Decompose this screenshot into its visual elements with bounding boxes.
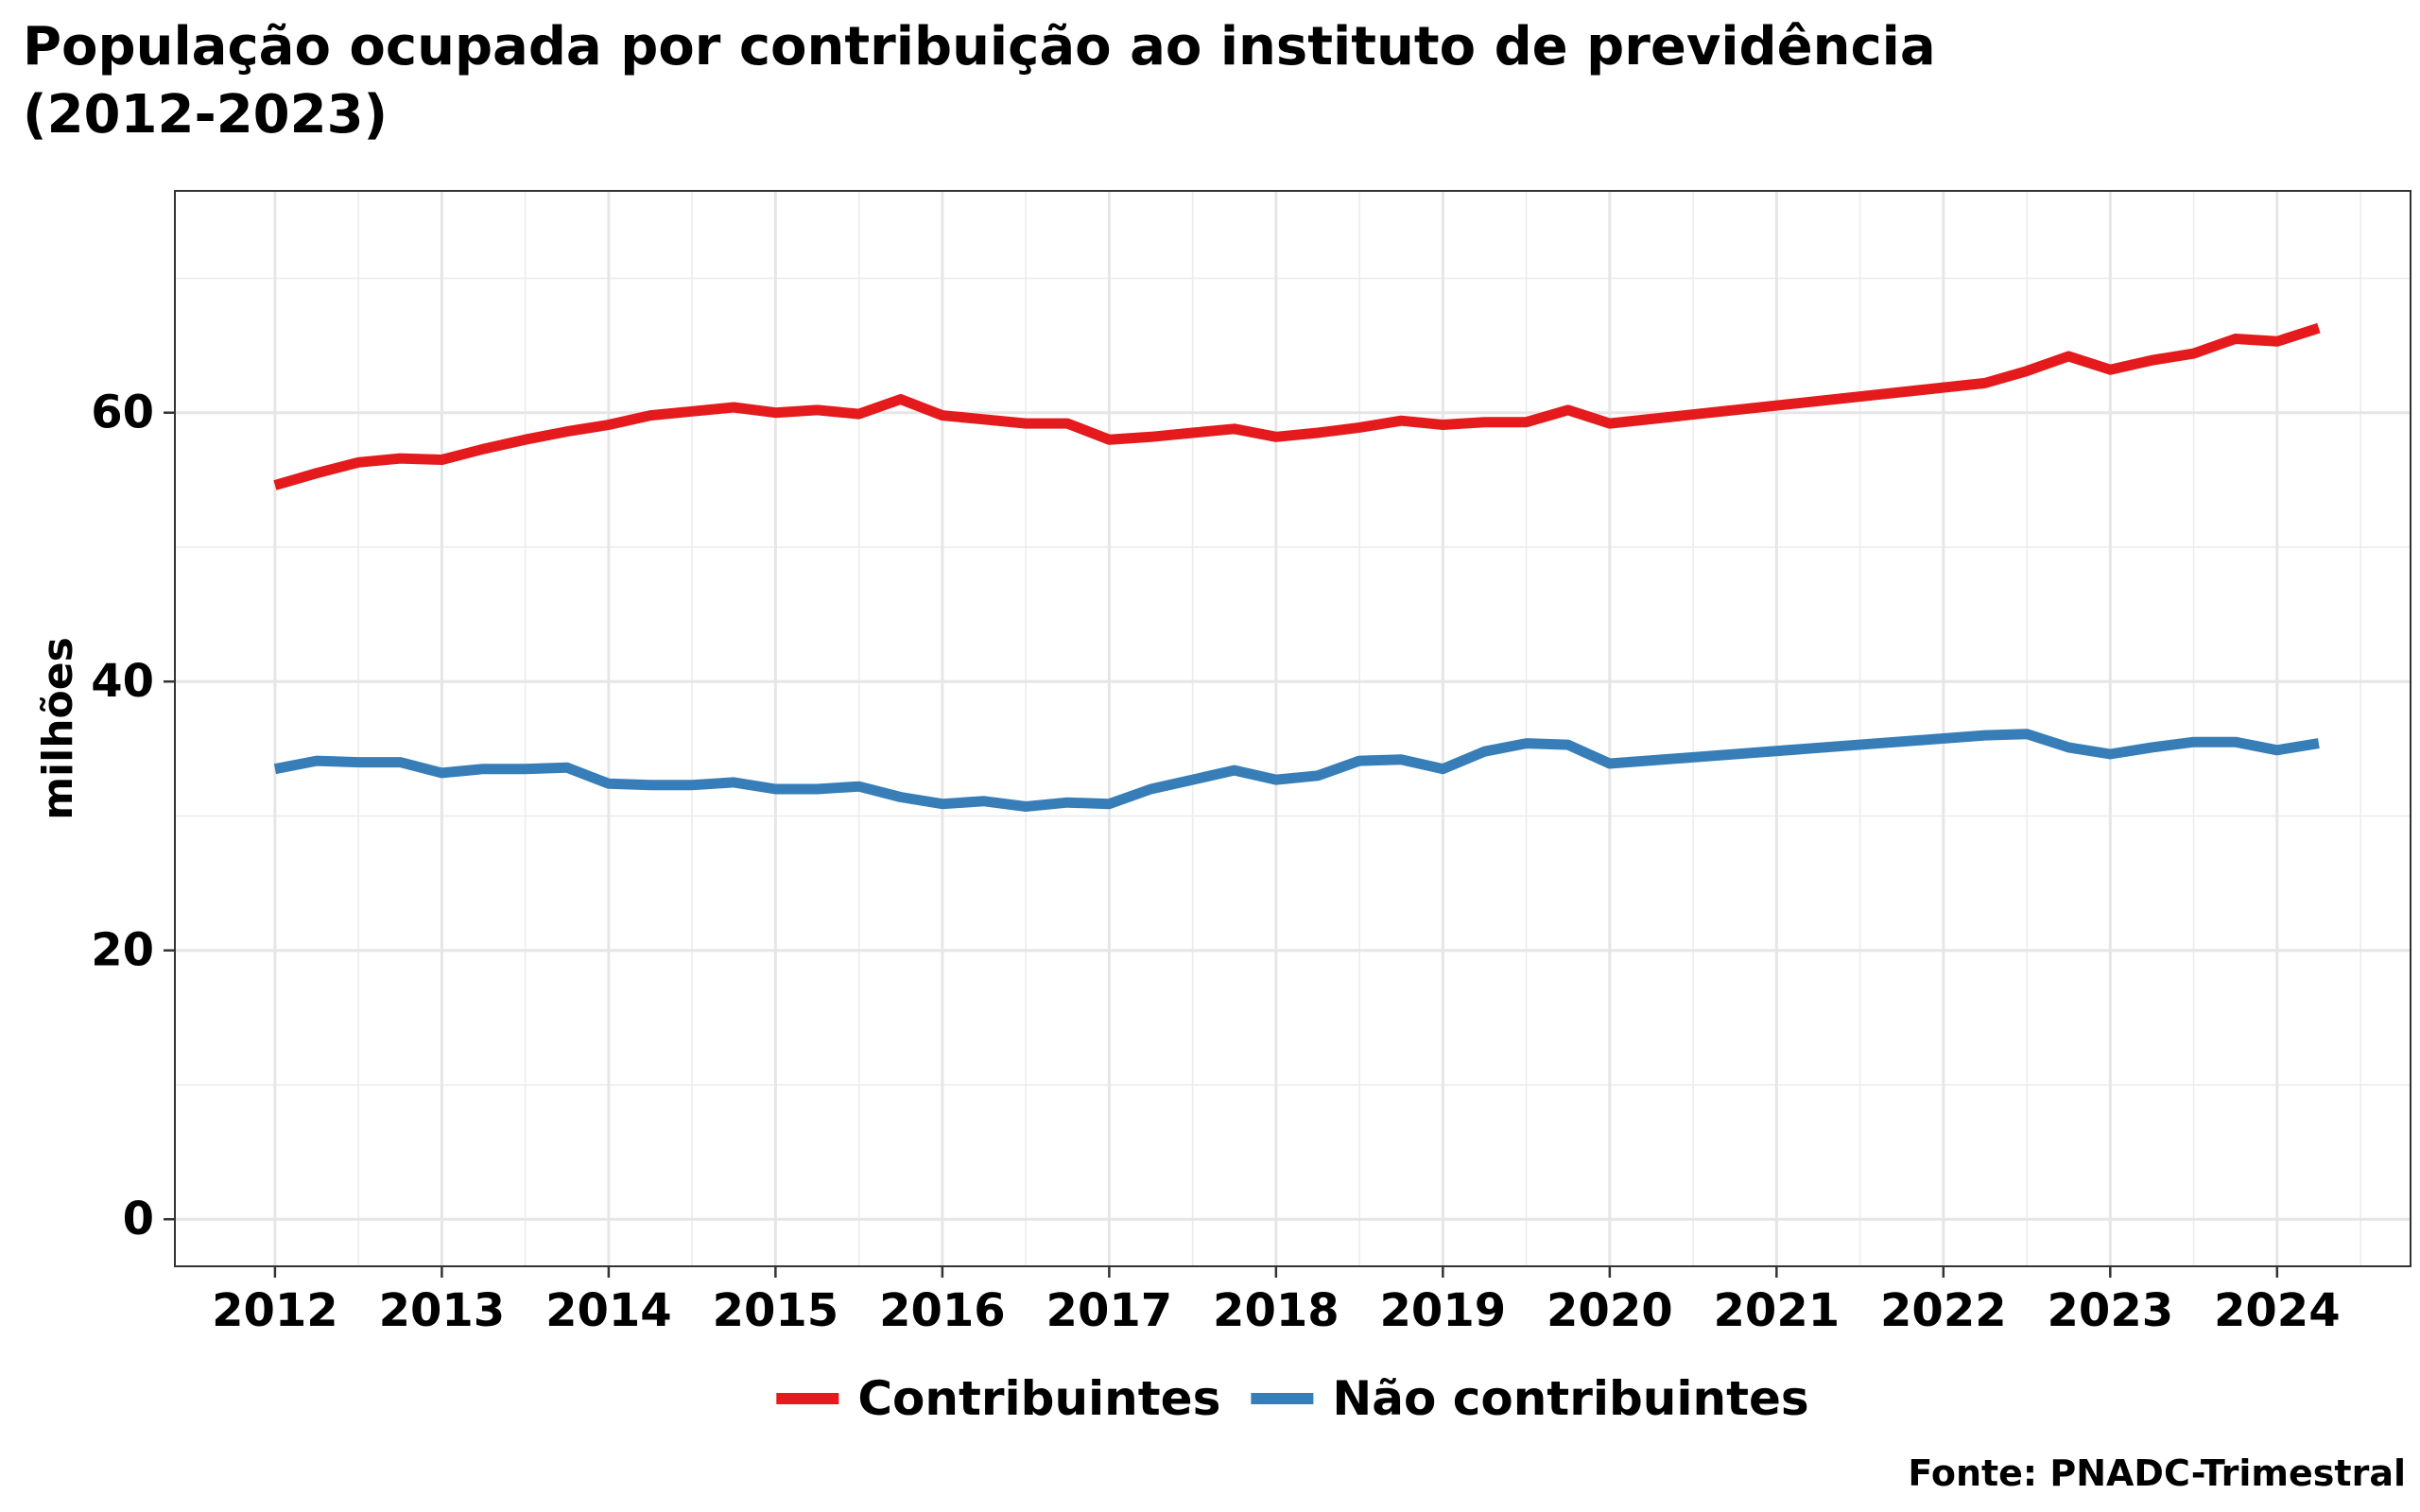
x-tick-label: 2021 [1714,1284,1841,1337]
series-lines [273,322,2321,812]
legend-label: Não contribuintes [1332,1371,1808,1426]
x-tick-label: 2017 [1046,1284,1173,1337]
plot-panel [175,191,2411,1266]
y-tick-label: 0 [123,1193,154,1246]
legend-label: Contribuintes [857,1371,1220,1426]
y-axis-label: milhões [34,637,82,820]
x-tick-label: 2023 [2048,1284,2174,1337]
caption: Fonte: PNADC-Trimestral [1908,1452,2406,1494]
chart-title: População ocupada por contribuição ao in… [23,16,1936,146]
y-axis: 0 20 40 60 [91,387,175,1246]
x-axis: 2012 2013 2014 2015 2016 2017 2018 2019 2020 2021… [212,1266,2341,1337]
y-tick-label: 60 [91,387,154,439]
legend: Contribuintes Não contribuintes [776,1371,1809,1426]
x-tick-label: 2014 [545,1284,672,1337]
x-tick-label: 2013 [379,1284,506,1337]
y-tick-label: 20 [91,924,154,977]
x-tick-label: 2016 [879,1284,1006,1337]
x-tick-label: 2024 [2214,1284,2341,1337]
x-tick-label: 2019 [1380,1284,1507,1337]
x-tick-label: 2020 [1547,1284,1673,1337]
major-grid [175,191,2411,1266]
series-line-n-o-contribuintes [273,729,2320,812]
x-tick-label: 2018 [1213,1284,1340,1337]
x-tick-label: 2022 [1880,1284,2007,1337]
plot-border [174,190,2411,1267]
minor-grid [175,191,2411,1266]
x-tick-label: 2015 [713,1284,839,1337]
y-tick-label: 40 [91,655,154,708]
x-tick-label: 2012 [212,1284,338,1337]
series-line-contribuintes [273,322,2321,490]
